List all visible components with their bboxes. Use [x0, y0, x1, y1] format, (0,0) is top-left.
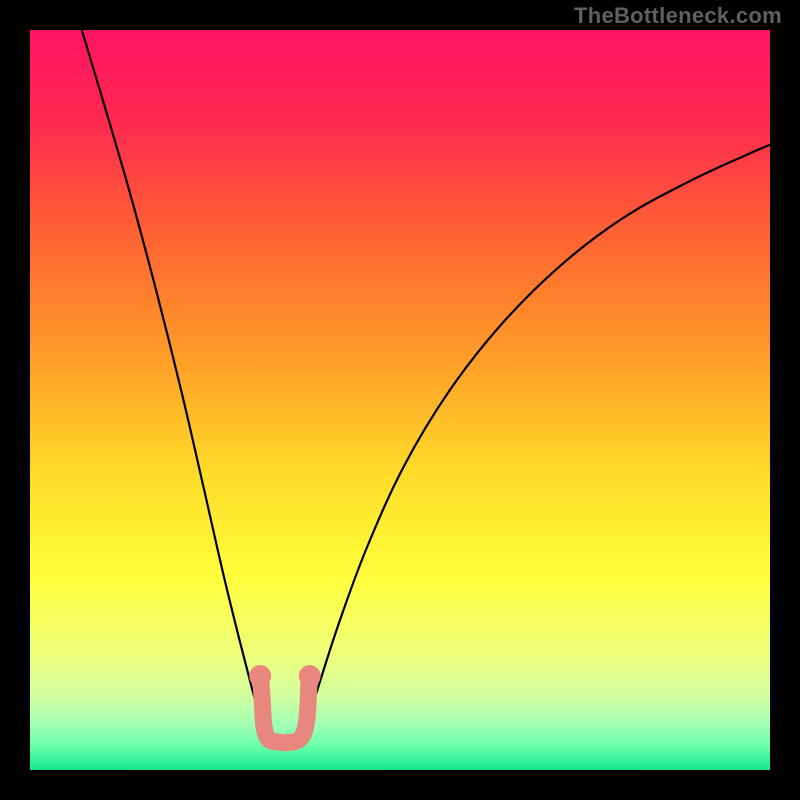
bottleneck-chart	[0, 0, 800, 800]
sweet-spot-endpoint-1	[299, 665, 321, 687]
plot-background	[30, 30, 770, 770]
sweet-spot-endpoint-0	[249, 665, 271, 687]
watermark-text: TheBottleneck.com	[0, 3, 800, 29]
chart-stage: TheBottleneck.com	[0, 0, 800, 800]
